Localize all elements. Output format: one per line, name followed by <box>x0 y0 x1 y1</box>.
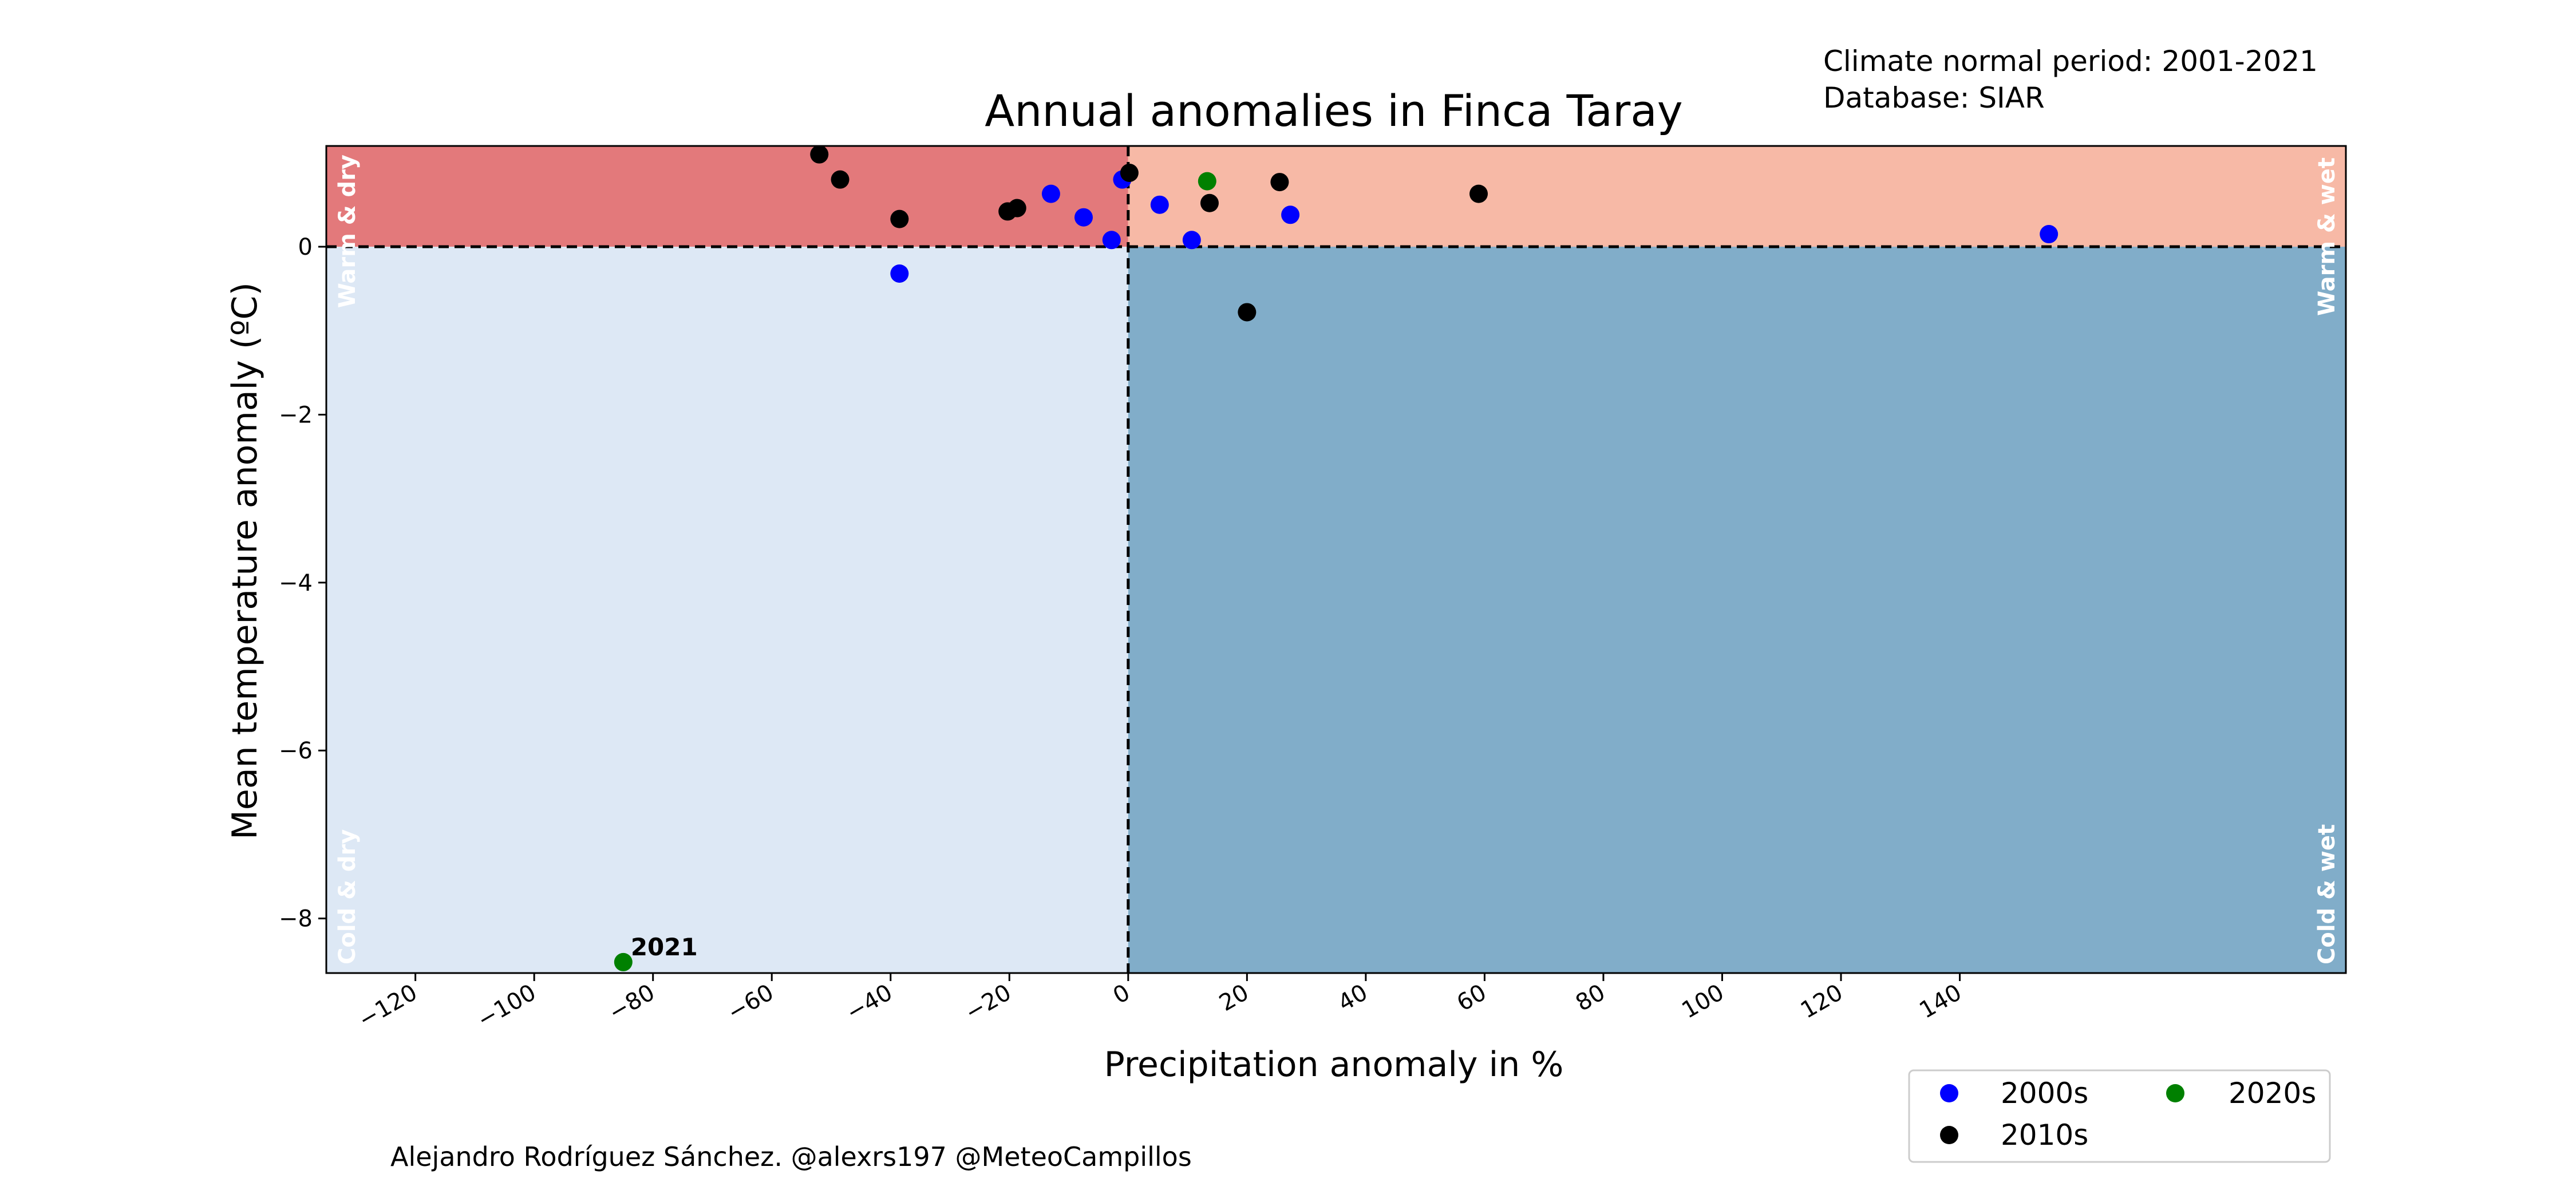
point-2020s-1 <box>614 952 633 971</box>
x-tick-label--80: −80 <box>605 979 659 1026</box>
point-2010s-1 <box>831 170 850 189</box>
point-2000s-5 <box>1150 195 1169 214</box>
point-2010s-8 <box>1270 173 1289 192</box>
point-label-2021: 2021 <box>631 933 698 961</box>
point-2020s-0 <box>1198 172 1216 191</box>
plot-frame <box>325 145 2347 974</box>
x-axis-ticks: −120 −100 −80 −60 −40 −20 0 20 40 60 80 100 120 140 <box>354 973 1966 1034</box>
point-2010s-7 <box>1238 303 1257 322</box>
point-2000s-0 <box>890 264 909 283</box>
legend-frame <box>1908 1069 2331 1163</box>
quadrant-label-cold-dry: Cold & dry <box>334 829 361 964</box>
y-tick-label--4: −4 <box>279 570 313 596</box>
point-2010s-6 <box>1200 193 1219 212</box>
legend-marker-2000s <box>1940 1084 1958 1102</box>
legend-marker-2010s <box>1940 1126 1958 1144</box>
x-tick-label-140: 140 <box>1915 979 1966 1024</box>
x-tick-label--120: −120 <box>354 979 421 1034</box>
quadrant-label-cold-wet: Cold & wet <box>2314 824 2340 964</box>
y-tick-label--2: −2 <box>279 402 313 428</box>
point-2010s-9 <box>1469 184 1488 203</box>
reference-lines <box>326 146 2346 973</box>
point-2010s-0 <box>810 145 829 164</box>
legend-marker-2020s <box>2166 1084 2184 1102</box>
quadrant-cold-wet <box>1128 247 2346 973</box>
author-credit: Alejandro Rodríguez Sánchez. @alexrs197 … <box>390 1141 1192 1172</box>
y-tick-label--8: −8 <box>279 906 313 932</box>
y-axis-ticks: 0 −2 −4 −6 −8 <box>279 234 326 932</box>
database-note: Database: SIAR <box>1823 81 2045 114</box>
point-2000s-2 <box>1074 208 1093 227</box>
x-tick-label-0: 0 <box>1109 979 1135 1010</box>
quadrant-warm-wet <box>1128 146 2346 247</box>
quadrant-backgrounds <box>326 146 2346 973</box>
legend-label-2020s: 2020s <box>2229 1077 2316 1110</box>
quadrant-label-warm-dry: Warm & dry <box>334 155 361 308</box>
x-tick-label--100: −100 <box>473 979 540 1034</box>
y-tick-label-0: 0 <box>298 234 313 260</box>
legend-label-2010s: 2010s <box>2001 1118 2088 1152</box>
x-tick-label--60: −60 <box>723 979 778 1026</box>
data-points: 2021 <box>614 145 2059 971</box>
chart-title: Annual anomalies in Finca Taray <box>985 85 1683 136</box>
point-2000s-1 <box>1041 184 1060 203</box>
x-tick-label-100: 100 <box>1677 979 1728 1024</box>
point-2000s-3 <box>1102 231 1121 250</box>
point-2010s-2 <box>890 209 909 228</box>
climate-normal-note: Climate normal period: 2001-2021 <box>1823 45 2318 78</box>
point-2000s-8 <box>2040 225 2059 244</box>
point-2010s-5 <box>1120 163 1139 182</box>
x-tick-label-120: 120 <box>1796 979 1847 1024</box>
legend-label-2000s: 2000s <box>2001 1077 2088 1110</box>
quadrant-labels: Warm & dry Warm & wet Cold & dry Cold & wet <box>334 155 2340 964</box>
x-tick-label-40: 40 <box>1334 979 1372 1017</box>
quadrant-cold-dry <box>326 247 1128 973</box>
x-tick-label-20: 20 <box>1215 979 1253 1017</box>
legend: 2000s 2010s 2020s <box>1908 1069 2331 1163</box>
point-2010s-4 <box>1008 199 1026 218</box>
y-axis-label: Mean temperature anomaly (ºC) <box>225 282 265 840</box>
x-tick-label-80: 80 <box>1571 979 1610 1017</box>
x-tick-label--20: −20 <box>961 979 1016 1026</box>
point-2000s-7 <box>1281 205 1300 224</box>
x-tick-label--40: −40 <box>842 979 897 1026</box>
quadrant-label-warm-wet: Warm & wet <box>2314 157 2340 316</box>
x-axis-label: Precipitation anomaly in % <box>1104 1045 1564 1085</box>
y-tick-label--6: −6 <box>279 738 313 764</box>
quadrant-warm-dry <box>326 146 1128 247</box>
x-tick-label-60: 60 <box>1452 979 1491 1017</box>
point-2000s-6 <box>1182 231 1201 250</box>
